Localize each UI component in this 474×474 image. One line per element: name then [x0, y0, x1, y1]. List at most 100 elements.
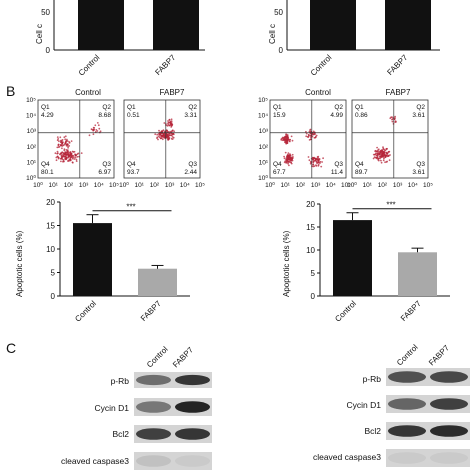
flow-event-dot: [57, 152, 59, 155]
flow-event-dot: [313, 136, 316, 139]
flow-quadrant-value-q2: 3.61: [412, 112, 425, 119]
flow-event-dot: [71, 150, 74, 153]
wb-left-strip-bcl2: [134, 425, 212, 443]
flow-event-dot: [394, 115, 396, 118]
flow-event-dot: [382, 159, 385, 162]
wb-right-strip-cycin-d1: [386, 395, 470, 413]
flow-event-dot: [170, 118, 173, 121]
flow-event-dot: [394, 121, 397, 123]
flow-x-tick-label: 10⁴: [408, 182, 418, 189]
flow-quadrant-value-q4: 80.1: [41, 169, 54, 176]
flow-quadrant-label-q3: Q3: [102, 161, 111, 168]
flow-event-dot: [93, 128, 95, 131]
flow-x-tick-label: 10³: [393, 182, 403, 189]
flow-y-tick-label: 10³: [27, 128, 37, 135]
flow-event-dot: [58, 140, 60, 143]
flow-left-col-control: Control: [75, 88, 101, 97]
flow-event-dot: [168, 134, 171, 136]
blot-background: [386, 449, 470, 467]
flow-event-dot: [292, 156, 294, 158]
flow-event-dot: [69, 153, 72, 156]
flow-event-dot: [60, 154, 63, 157]
flow-event-dot: [96, 130, 99, 132]
flow-event-dot: [68, 141, 70, 143]
significance-stars: ***: [126, 203, 135, 212]
bar-control: [333, 220, 372, 296]
flow-event-dot: [167, 135, 170, 138]
flow-event-dot: [382, 147, 385, 150]
flow-event-dot: [97, 124, 100, 127]
flow-plot-frame: [37, 99, 115, 179]
top-right-xlabel-fabp7: FABP7: [385, 53, 409, 77]
bar-fabp7: [138, 268, 177, 296]
flow-event-dot: [317, 161, 319, 164]
flow-event-dot: [62, 159, 65, 161]
flow-event-dot: [167, 122, 169, 125]
blot-band: [136, 374, 171, 386]
flow-event-dot: [377, 148, 380, 151]
flow-quadrant-label-q3: Q3: [188, 161, 197, 168]
flow-y-tick-label: 10⁴: [26, 113, 36, 120]
flow-x-tick-label: 10²: [378, 182, 388, 189]
flow-event-dot: [316, 158, 319, 161]
blot-band: [430, 425, 468, 437]
bar-y-tick-label: 5: [51, 269, 56, 278]
flow-event-dot: [65, 143, 68, 146]
flow-event-dot: [379, 156, 382, 158]
blot-band: [430, 398, 468, 410]
flow-plot-frame: [351, 99, 429, 179]
flow-event-dot: [68, 158, 71, 161]
flow-x-tick-label: 10³: [311, 182, 321, 189]
flow-event-dot: [158, 129, 160, 132]
wb-right-strip-bcl2: [386, 422, 470, 440]
bar-y-tick-label: 15: [306, 223, 315, 232]
flow-event-dot: [73, 156, 75, 159]
flow-event-dot: [68, 155, 71, 158]
flow-event-dot: [378, 153, 381, 156]
flow-event-dot: [57, 144, 60, 147]
blot-band: [136, 401, 171, 413]
bar-y-tick-label: 15: [46, 222, 55, 231]
flow-event-dot: [170, 120, 173, 123]
flow-event-dot: [98, 127, 101, 130]
bar-y-tick-label: 10: [306, 246, 315, 255]
flow-event-dot: [375, 157, 378, 160]
flow-event-dot: [94, 124, 97, 127]
top-left-bar-control: [78, 0, 124, 50]
flow-event-dot: [321, 161, 323, 163]
flow-x-tick-label: 10⁵: [109, 182, 119, 189]
flow-event-dot: [63, 160, 65, 163]
top-left-tick-0: 0: [46, 46, 51, 55]
flow-event-dot: [167, 120, 169, 122]
flow-event-dot: [68, 145, 71, 147]
apoptosis-bar-chart-left: Apoptotic cells (%) 0 5 10 15 20 Control FABP7…: [15, 198, 190, 324]
flow-event-dot: [287, 136, 289, 139]
flow-event-dot: [379, 157, 381, 160]
flow-event-dot: [377, 158, 379, 161]
blot-band: [388, 398, 426, 410]
bar-fabp7: [398, 252, 437, 296]
flow-quadrant-value-q1: 15.9: [273, 112, 286, 119]
bar-y-tick-label: 5: [311, 269, 316, 278]
flow-x-tick-label: 10⁴: [94, 182, 104, 189]
flow-event-dot: [383, 149, 386, 151]
flow-x-tick-label: 10⁴: [180, 182, 190, 189]
flow-x-tick-label: 10³: [79, 182, 89, 189]
flow-x-tick-label: 10¹: [362, 182, 372, 189]
flow-quadrant-label-q4: Q4: [127, 161, 136, 168]
wb-left-label-cleaved-caspase3: cleaved caspase3: [61, 456, 129, 466]
top-right-partial-chart: Cell c 50 0 Control FABP7: [268, 0, 440, 78]
flow-event-dot: [291, 153, 294, 156]
flow-event-dot: [315, 135, 317, 138]
flow-event-dot: [170, 137, 173, 140]
flow-event-dot: [386, 152, 389, 155]
flow-event-dot: [380, 154, 383, 156]
flow-event-dot: [64, 135, 67, 138]
flow-event-dot: [170, 126, 173, 128]
flow-event-dot: [55, 159, 58, 162]
top-right-ylabel: Cell c: [268, 24, 277, 44]
wb-left-label-bcl2: Bcl2: [112, 429, 129, 439]
flow-event-dot: [67, 151, 69, 154]
bar-control: [73, 223, 112, 296]
